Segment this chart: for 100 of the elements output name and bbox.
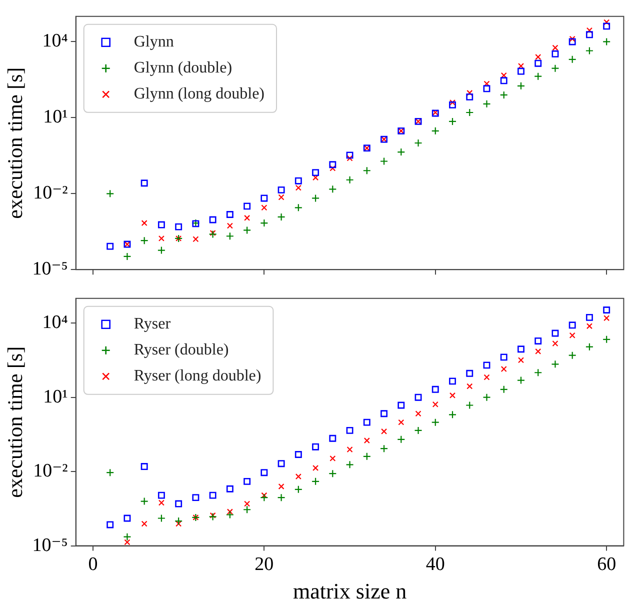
point xyxy=(500,77,508,84)
legend-label: Ryser (double) xyxy=(134,342,229,359)
point xyxy=(431,418,440,426)
point xyxy=(602,38,611,46)
point xyxy=(226,485,234,492)
point xyxy=(364,438,370,444)
point xyxy=(124,514,131,522)
point xyxy=(226,232,234,240)
point xyxy=(551,64,560,72)
point xyxy=(278,460,285,468)
point xyxy=(261,204,268,211)
point xyxy=(295,474,302,480)
point xyxy=(244,478,251,485)
x-tick-label: 20 xyxy=(254,554,274,576)
point xyxy=(449,378,456,385)
point xyxy=(602,335,611,344)
point xyxy=(346,176,354,184)
point xyxy=(192,236,199,242)
point xyxy=(208,230,217,238)
point xyxy=(398,419,404,426)
point xyxy=(140,180,148,187)
point xyxy=(518,357,524,364)
point xyxy=(106,521,114,528)
y-axis-title: execution time [s] xyxy=(3,346,28,498)
point xyxy=(380,410,388,418)
point xyxy=(603,306,610,314)
point xyxy=(586,31,593,38)
point xyxy=(432,386,439,393)
point xyxy=(226,510,234,519)
point xyxy=(380,157,388,166)
legend-label: Ryser xyxy=(134,316,172,333)
point xyxy=(534,368,542,377)
y-tick-label: 10⁻⁵ xyxy=(32,534,68,556)
point xyxy=(278,186,285,194)
point xyxy=(210,512,216,518)
point xyxy=(518,68,524,75)
point xyxy=(552,330,559,337)
y-tick-label: 10⁴ xyxy=(42,312,68,334)
point xyxy=(500,90,508,99)
point xyxy=(346,152,354,159)
point xyxy=(604,315,610,322)
point xyxy=(569,36,576,42)
point xyxy=(294,485,302,494)
point xyxy=(534,338,542,344)
point xyxy=(483,85,490,92)
point xyxy=(158,500,164,506)
point xyxy=(346,155,353,162)
point xyxy=(295,184,302,191)
legend-label: Glynn (double) xyxy=(134,60,232,77)
point xyxy=(604,19,610,26)
point xyxy=(124,539,130,546)
point xyxy=(466,93,474,100)
point xyxy=(449,99,456,106)
point xyxy=(226,211,234,218)
point xyxy=(466,370,474,377)
y-tick-label: 10¹ xyxy=(43,386,68,408)
point xyxy=(174,517,183,526)
point xyxy=(294,204,302,212)
point xyxy=(175,223,182,230)
point xyxy=(140,236,148,245)
point xyxy=(106,468,114,477)
point xyxy=(466,90,473,96)
point xyxy=(294,177,302,184)
point xyxy=(414,426,422,434)
point xyxy=(158,221,165,228)
point xyxy=(141,520,148,527)
point xyxy=(158,235,164,242)
point xyxy=(277,212,286,222)
point xyxy=(518,346,524,353)
point xyxy=(260,494,268,502)
point xyxy=(260,469,268,476)
point xyxy=(260,194,268,202)
point xyxy=(329,434,336,442)
point xyxy=(466,108,474,117)
point xyxy=(346,460,354,469)
point xyxy=(568,38,576,46)
point xyxy=(603,22,610,30)
point xyxy=(483,362,490,369)
point xyxy=(123,252,132,261)
point xyxy=(244,202,251,210)
x-tick-label: 0 xyxy=(88,554,98,576)
point xyxy=(311,477,320,486)
point xyxy=(586,323,592,330)
point xyxy=(449,392,456,398)
point xyxy=(244,214,250,221)
point xyxy=(516,376,526,384)
point xyxy=(244,500,250,507)
point xyxy=(552,44,558,51)
point xyxy=(363,418,370,426)
point xyxy=(210,230,216,236)
point xyxy=(397,435,406,444)
point xyxy=(482,393,491,402)
point xyxy=(569,332,576,338)
point xyxy=(312,169,320,176)
point xyxy=(586,27,592,34)
point xyxy=(346,426,354,434)
point xyxy=(516,82,526,90)
point xyxy=(585,342,594,351)
point xyxy=(141,220,148,226)
y-tick-label: 10⁻² xyxy=(33,182,68,204)
